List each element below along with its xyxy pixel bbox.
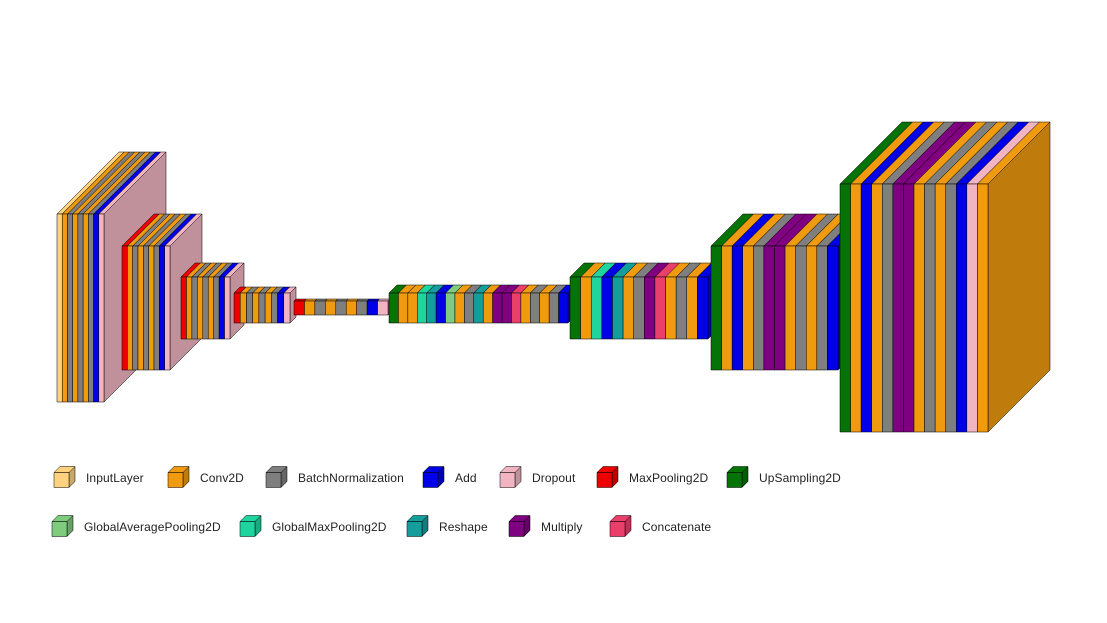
legend-item-input-layer: InputLayer [52, 466, 144, 490]
cube-icon [596, 466, 619, 488]
legend-label: Concatenate [642, 520, 712, 534]
cube-icon [265, 466, 288, 488]
layer-dropout [377, 298, 391, 316]
legend-label: MaxPooling2D [629, 471, 709, 485]
legend-item-max-pooling2-d: MaxPooling2D [595, 466, 708, 490]
cube-swatch [726, 466, 749, 488]
legend-item-up-sampling2-d: UpSampling2D [725, 466, 841, 490]
cube-icon [406, 515, 429, 537]
cube-icon [609, 515, 632, 537]
cube-icon [726, 466, 749, 488]
cube-icon [53, 466, 76, 488]
legend-label: InputLayer [86, 471, 144, 485]
legend-item-add: Add [421, 466, 477, 490]
legend-item-global-max-pooling2-d: GlobalMaxPooling2D [238, 515, 387, 539]
cube-swatch [51, 515, 74, 537]
cube-swatch [499, 466, 522, 488]
cube-icon [499, 466, 522, 488]
legend-item-conv2-d: Conv2D [166, 466, 244, 490]
cube-icon [239, 515, 262, 537]
cube-icon [508, 515, 531, 537]
cube-swatch [609, 515, 632, 537]
legend-label: UpSampling2D [759, 471, 841, 485]
legend-item-batch-normalization: BatchNormalization [264, 466, 404, 490]
layer-dropout [283, 286, 297, 324]
legend-label: Conv2D [200, 471, 244, 485]
cube-icon [51, 515, 74, 537]
legend-item-dropout: Dropout [498, 466, 575, 490]
layer-conv2-d [977, 121, 1051, 433]
cube-swatch [406, 515, 429, 537]
cube-swatch [53, 466, 76, 488]
legend-item-reshape: Reshape [405, 515, 488, 539]
cube-icon [422, 466, 445, 488]
cube-swatch [167, 466, 190, 488]
cube-swatch [596, 466, 619, 488]
legend-item-concatenate: Concatenate [608, 515, 711, 539]
legend-label: GlobalAveragePooling2D [84, 520, 221, 534]
legend-item-global-average-pooling2-d: GlobalAveragePooling2D [50, 515, 221, 539]
cube-swatch [508, 515, 531, 537]
legend-label: Multiply [541, 520, 583, 534]
legend-label: Dropout [532, 471, 576, 485]
legend-item-multiply: Multiply [507, 515, 582, 539]
cube-swatch [422, 466, 445, 488]
cube-swatch [265, 466, 288, 488]
legend-label: GlobalMaxPooling2D [272, 520, 387, 534]
cube-swatch [239, 515, 262, 537]
legend-label: Add [455, 471, 477, 485]
legend-label: BatchNormalization [298, 471, 404, 485]
legend-label: Reshape [439, 520, 488, 534]
cube-icon [167, 466, 190, 488]
